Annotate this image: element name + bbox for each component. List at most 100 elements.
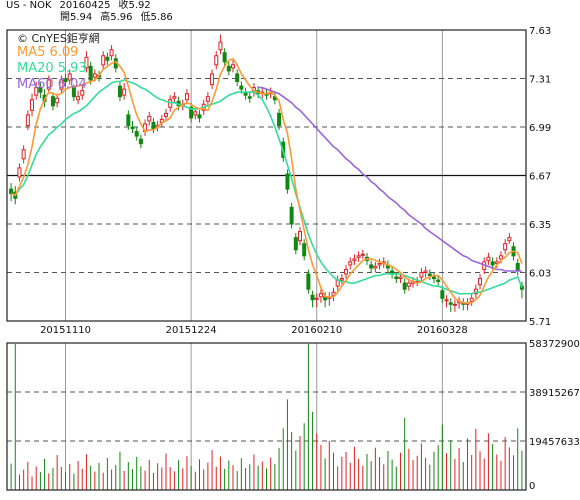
candle-body xyxy=(59,79,64,90)
ma-legend: © CnYES鉅亨網 MA5 6.09 MA20 5.93 MA60 6.04 xyxy=(17,31,100,92)
candle-body xyxy=(406,282,411,287)
candle-body xyxy=(427,273,432,277)
candle-body xyxy=(67,73,72,81)
candle-body xyxy=(226,65,231,72)
candle-body xyxy=(38,87,43,93)
candle-body xyxy=(440,290,445,299)
candle-body xyxy=(151,121,156,130)
candle-body xyxy=(101,55,106,66)
candle-body xyxy=(344,268,349,275)
chart-header: US - NOK 20160425 收5.92 xyxy=(6,0,159,12)
candle-body xyxy=(50,96,55,107)
candle-body xyxy=(34,87,39,96)
candle-body xyxy=(478,278,483,286)
volume-tick-label: 0 xyxy=(529,481,535,492)
y-tick-label: 6.03 xyxy=(529,269,551,280)
y-tick-label: 5.71 xyxy=(529,317,551,328)
candle-body xyxy=(293,237,298,251)
candle-body xyxy=(239,85,244,90)
legend-copyright: © CnYES鉅亨網 xyxy=(17,31,100,45)
x-tick-label: 20151110 xyxy=(40,325,91,336)
candle-body xyxy=(398,276,403,280)
close-label: 收5.92 xyxy=(118,0,151,11)
candle-body xyxy=(80,90,85,96)
candle-body xyxy=(486,256,491,261)
candle-body xyxy=(88,65,93,81)
candle-body xyxy=(247,96,252,99)
y-tick-label: 6.35 xyxy=(529,220,551,231)
volume-tick-label: 19457633 xyxy=(529,437,580,448)
candle-body xyxy=(214,55,219,66)
candle-body xyxy=(289,206,294,225)
candle-body xyxy=(197,114,202,119)
legend-ma20: MA20 5.93 xyxy=(17,61,87,76)
candle-body xyxy=(469,297,474,302)
date-label: 20160425 xyxy=(59,0,111,11)
ohlc-header: 開5.94 高5.96 低5.86 xyxy=(60,12,181,24)
price-panel: 20151110 20151224 20160210 20160328 7.63 7.31… xyxy=(6,26,551,490)
candle-body xyxy=(339,278,344,281)
high-label: 高5.96 xyxy=(100,12,133,23)
x-tick-label: 20160328 xyxy=(417,325,468,336)
candle-body xyxy=(515,262,520,272)
candle-body xyxy=(297,231,302,242)
candle-body xyxy=(130,126,135,130)
candle-body xyxy=(318,293,323,298)
candle-body xyxy=(138,138,143,145)
candle-body xyxy=(360,253,365,256)
volume-tick-label: 38915267 xyxy=(529,388,580,399)
legend-ma60: MA60 6.04 xyxy=(17,77,87,92)
candle-body xyxy=(444,299,449,302)
candle-body xyxy=(310,294,315,301)
candle-body xyxy=(377,262,382,266)
candle-body xyxy=(402,282,407,290)
ma20-line xyxy=(10,79,523,295)
candle-body xyxy=(210,73,215,86)
price-frame xyxy=(6,29,527,322)
candle-body xyxy=(92,73,97,78)
candle-body xyxy=(285,173,290,190)
candle-body xyxy=(277,112,282,126)
candle-body xyxy=(314,297,319,300)
symbol-label: US - NOK xyxy=(6,0,52,11)
candle-body xyxy=(147,115,152,122)
candle-body xyxy=(431,276,436,280)
candle-body xyxy=(189,106,194,119)
candle-body xyxy=(9,188,14,195)
candle-body xyxy=(306,273,311,290)
candle-body xyxy=(394,276,399,280)
candle-body xyxy=(205,96,210,102)
candle-body xyxy=(55,97,60,104)
candle-body xyxy=(84,56,89,69)
legend-ma5: MA5 6.09 xyxy=(17,45,78,60)
candle-body xyxy=(134,131,139,137)
candle-body xyxy=(21,149,26,160)
candle-body xyxy=(172,96,177,99)
candle-body xyxy=(507,237,512,242)
ma60-line xyxy=(258,86,522,272)
candle-body xyxy=(30,99,35,111)
candle-body xyxy=(109,49,114,57)
candle-body xyxy=(231,64,236,69)
candle-body xyxy=(122,88,127,96)
candle-body xyxy=(331,291,336,296)
candle-body xyxy=(168,99,173,108)
candle-body xyxy=(164,112,169,117)
volume-panel: 58372900 38915267 19457633 0 xyxy=(6,339,580,492)
low-label: 低5.86 xyxy=(140,12,173,23)
candle-body xyxy=(373,265,378,269)
candle-body xyxy=(71,87,76,98)
candle-body xyxy=(63,78,68,83)
volume-tick-label: 58372900 xyxy=(529,339,580,350)
candle-body xyxy=(193,111,198,116)
candle-body xyxy=(218,41,223,51)
candle-body xyxy=(448,302,453,305)
candle-body xyxy=(352,258,357,261)
candle-body xyxy=(25,114,30,126)
candle-body xyxy=(17,167,22,178)
ma5-line xyxy=(10,57,523,304)
candle-body xyxy=(423,270,428,273)
x-tick-label: 20160210 xyxy=(291,325,342,336)
candle-body xyxy=(302,243,307,257)
